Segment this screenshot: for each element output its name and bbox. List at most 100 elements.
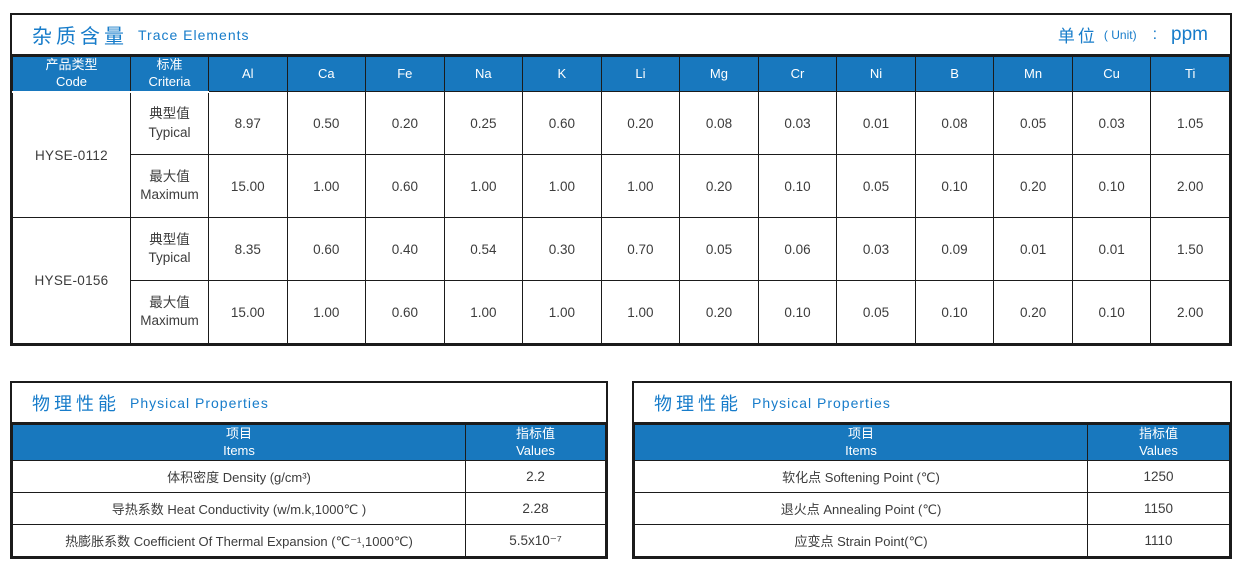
- table-row: HYSE-0156 典型值 Typical 8.35 0.60 0.40 0.5…: [12, 217, 1230, 345]
- product-code-cell: HYSE-0156: [12, 217, 131, 345]
- physical-right-title-en: Physical Properties: [752, 394, 891, 411]
- physical-right-title-cn: 物理性能: [654, 393, 742, 414]
- item-cell: 退火点 Annealing Point (℃): [634, 492, 1088, 526]
- physical-right-title-bar: 物理性能 Physical Properties: [634, 383, 1230, 425]
- value-cell: 0.30: [522, 217, 602, 282]
- column-header-criteria-en: Criteria: [148, 73, 191, 89]
- value-cell: 0.03: [836, 217, 916, 282]
- criteria-cn: 最大值: [149, 169, 190, 185]
- column-header-element-k: K: [522, 55, 602, 93]
- column-header-element-b: B: [914, 55, 995, 93]
- column-header-items: 项目 Items: [634, 424, 1088, 462]
- value-cell: 0.05: [993, 91, 1073, 156]
- column-header-element-cr: Cr: [757, 55, 838, 93]
- column-header-element-ca: Ca: [286, 55, 367, 93]
- table-row: 应变点 Strain Point(℃) 1110: [634, 524, 1230, 558]
- value-cell: 1250: [1087, 460, 1230, 494]
- value-cell: 0.10: [757, 280, 838, 345]
- value-cell: 0.01: [993, 217, 1073, 282]
- trace-title-en: Trace Elements: [138, 26, 250, 43]
- value-cell: 0.20: [993, 280, 1073, 345]
- physical-right-header-row: 项目 Items 指标值 Values: [634, 424, 1230, 462]
- value-cell: 8.97: [208, 91, 288, 156]
- value-cell: 1110: [1087, 524, 1230, 558]
- unit-value: ppm: [1171, 23, 1208, 45]
- criteria-cell: 典型值 Typical: [130, 217, 209, 282]
- column-header-items-cn: 项目: [225, 425, 252, 441]
- value-cell: 0.20: [679, 154, 759, 219]
- table-row: 最大值 Maximum 15.00 1.00 0.60 1.00 1.00 1.…: [13, 280, 1230, 345]
- physical-left-title-cn: 物理性能: [32, 393, 120, 414]
- value-cell: 0.05: [679, 217, 759, 282]
- value-cell: 0.01: [1071, 217, 1152, 282]
- criteria-cell: 最大值 Maximum: [130, 154, 209, 219]
- column-header-criteria: 标准 Criteria: [130, 55, 209, 93]
- value-cell: 5.5x10⁻⁷: [465, 524, 606, 558]
- value-cell: 0.20: [993, 154, 1073, 219]
- value-cell: 1.05: [1150, 91, 1230, 156]
- unit-label-colon: :: [1152, 25, 1158, 43]
- column-header-criteria-cn: 标准: [156, 57, 183, 72]
- trace-elements-title-bar: 杂质含量 Trace Elements 单位 ( Unit) : ppm: [12, 15, 1230, 56]
- value-cell: 1.00: [600, 154, 681, 219]
- criteria-cn: 最大值: [149, 295, 190, 311]
- value-cell: 1.00: [443, 154, 524, 219]
- table-row: 热膨胀系数 Coefficient Of Thermal Expansion (…: [12, 524, 606, 558]
- value-cell: 0.05: [836, 280, 916, 345]
- column-header-element-mn: Mn: [993, 55, 1073, 93]
- physical-properties-panel-right: 物理性能 Physical Properties 项目 Items 指标值 Va…: [632, 381, 1232, 560]
- value-cell: 0.60: [365, 154, 445, 219]
- item-cell: 体积密度 Density (g/cm³): [12, 460, 466, 494]
- physical-properties-panel-left: 物理性能 Physical Properties 项目 Items 指标值 Va…: [10, 381, 608, 560]
- column-header-items: 项目 Items: [12, 424, 466, 462]
- column-header-items-cn: 项目: [847, 425, 874, 441]
- value-cell: 2.00: [1150, 154, 1230, 219]
- value-cell: 15.00: [208, 154, 288, 219]
- value-cell: 0.10: [914, 154, 995, 219]
- value-cell: 0.20: [679, 280, 759, 345]
- value-cell: 8.35: [208, 217, 288, 282]
- table-row: 退火点 Annealing Point (℃) 1150: [634, 492, 1230, 526]
- column-header-code-en: Code: [55, 73, 88, 89]
- trace-header-row: 产品类型 Code 标准 Criteria Al Ca Fe Na K Li M…: [12, 55, 1230, 93]
- value-cell: 0.20: [365, 91, 445, 156]
- criteria-en: Typical: [148, 124, 191, 140]
- value-cell: 15.00: [208, 280, 288, 345]
- value-cell: 1.00: [522, 154, 602, 219]
- column-header-element-ti: Ti: [1150, 55, 1230, 93]
- criteria-cn: 典型值: [149, 106, 190, 122]
- value-cell: 1.00: [600, 280, 681, 345]
- value-cell: 1.00: [286, 154, 367, 219]
- column-header-element-al: Al: [208, 55, 288, 93]
- item-cell: 应变点 Strain Point(℃): [634, 524, 1088, 558]
- table-row: 软化点 Softening Point (℃) 1250: [634, 460, 1230, 494]
- value-cell: 0.06: [757, 217, 838, 282]
- column-header-values: 指标值 Values: [465, 424, 606, 462]
- column-header-element-na: Na: [443, 55, 524, 93]
- value-cell: 1.00: [443, 280, 524, 345]
- column-header-values-cn: 指标值: [1138, 425, 1178, 441]
- criteria-en: Maximum: [140, 313, 199, 329]
- value-cell: 0.10: [757, 154, 838, 219]
- value-cell: 2.00: [1150, 280, 1230, 345]
- value-cell: 0.54: [443, 217, 524, 282]
- value-cell: 1.50: [1150, 217, 1230, 282]
- table-row: 体积密度 Density (g/cm³) 2.2: [12, 460, 606, 494]
- value-cell: 0.20: [600, 91, 681, 156]
- physical-left-title-en: Physical Properties: [130, 394, 269, 411]
- item-cell: 导热系数 Heat Conductivity (w/m.k,1000℃ ): [12, 492, 466, 526]
- column-header-code: 产品类型 Code: [12, 55, 131, 93]
- physical-properties-table-right: 项目 Items 指标值 Values 软化点 Softening Point …: [634, 424, 1230, 558]
- value-cell: 0.60: [522, 91, 602, 156]
- column-header-items-en: Items: [223, 442, 255, 458]
- criteria-cell: 典型值 Typical: [130, 91, 209, 156]
- value-cell: 1.00: [286, 280, 367, 345]
- value-cell: 0.01: [836, 91, 916, 156]
- value-cell: 0.10: [1071, 154, 1152, 219]
- column-header-values-cn: 指标值: [515, 425, 555, 441]
- value-cell: 2.2: [465, 460, 606, 494]
- table-row: HYSE-0112 典型值 Typical 8.97 0.50 0.20 0.2…: [12, 91, 1230, 219]
- value-cell: 0.05: [836, 154, 916, 219]
- product-code-cell: HYSE-0112: [12, 91, 131, 219]
- value-cell: 2.28: [465, 492, 606, 526]
